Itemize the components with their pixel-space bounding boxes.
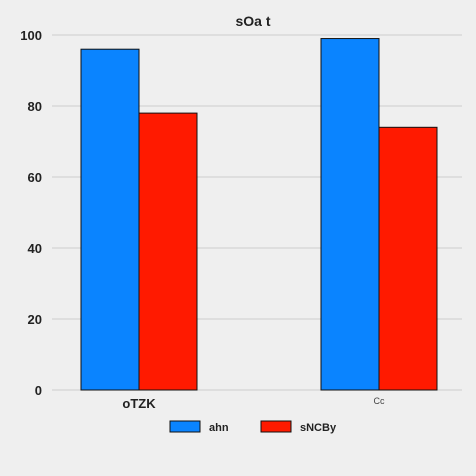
bar-ahn-Cc [320,38,380,391]
x-axis-ticks: oTZK Cc [122,396,385,411]
y-tick-label: 40 [28,241,42,256]
chart-title: sOa t [235,13,270,29]
legend-label: sNCBy [300,422,337,434]
x-tick-label: oTZK [122,396,156,411]
y-tick-label: 100 [20,28,42,43]
legend-swatch-sNCBy [260,420,292,433]
y-tick-label: 20 [28,312,42,327]
x-tick-label: Cc [374,396,385,406]
bars [80,38,438,391]
legend-label: ahn [209,422,229,434]
bar-sNCBy-Cc [378,126,438,391]
legend-swatch-ahn [169,420,201,433]
legend: ahn sNCBy [169,420,337,434]
y-tick-label: 0 [35,383,42,398]
y-axis-ticks: 0 20 40 60 80 100 [20,28,42,398]
bar-sNCBy-oTZK [138,112,198,391]
bar-ahn-oTZK [80,48,140,391]
y-tick-label: 60 [28,170,42,185]
y-tick-label: 80 [28,99,42,114]
